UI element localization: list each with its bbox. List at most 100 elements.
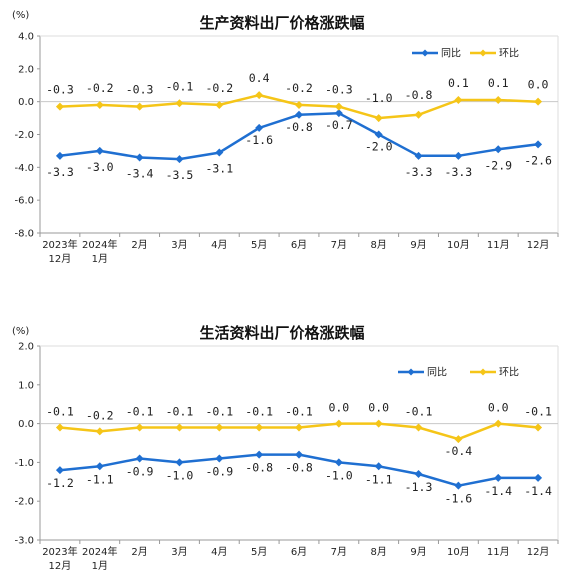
data-point-yoy — [255, 450, 264, 459]
data-label-yoy: -0.9 — [126, 465, 154, 479]
x-tick-label: 8月 — [371, 239, 387, 251]
data-point-mom — [374, 419, 383, 428]
y-tick-label: 0.0 — [18, 97, 34, 108]
data-label-mom: 0.1 — [448, 76, 469, 90]
data-point-yoy — [454, 151, 463, 160]
data-point-mom — [454, 435, 463, 444]
data-label-mom: -0.8 — [405, 88, 433, 102]
data-label-mom: -0.2 — [285, 81, 313, 95]
x-tick-label: 12月 — [49, 560, 72, 572]
data-label-mom: 0.0 — [368, 401, 389, 415]
x-tick-label: 12月 — [527, 546, 550, 558]
legend-label-yoy: 同比 — [427, 367, 447, 379]
data-point-mom — [374, 114, 383, 123]
legend-label-yoy: 同比 — [441, 48, 461, 60]
data-point-mom — [295, 100, 303, 109]
data-label-mom: -0.1 — [166, 79, 194, 93]
data-label-yoy: -0.8 — [245, 461, 273, 475]
x-tick-label: 10月 — [447, 239, 470, 251]
x-tick-label: 5月 — [251, 239, 267, 251]
data-label-mom: -0.2 — [86, 81, 114, 95]
data-label-yoy: -1.4 — [484, 484, 512, 498]
y-tick-label: -8.0 — [14, 229, 34, 240]
data-label-mom: -0.2 — [86, 408, 114, 422]
data-label-mom: 0.0 — [328, 401, 349, 415]
data-point-mom — [295, 423, 303, 432]
data-label-yoy: -1.1 — [365, 472, 393, 486]
data-point-yoy — [414, 470, 423, 479]
data-point-yoy — [295, 450, 303, 459]
chart-consumer-goods: (%) 生活资料出厂价格涨跌幅 -3.0 -2.0 -1.0 0.0 1.0 2.0 202… — [12, 324, 559, 572]
x-tick-label: 3月 — [171, 239, 187, 251]
x-tick-label: 8月 — [371, 546, 387, 558]
data-label-mom: -0.3 — [325, 83, 353, 97]
x-tick-label: 9月 — [410, 546, 426, 558]
x-tick-label: 12月 — [49, 253, 72, 265]
y-tick-label: -2.0 — [14, 130, 34, 141]
legend-marker-mom — [479, 368, 487, 376]
data-point-yoy — [295, 110, 303, 119]
legend-marker-yoy — [407, 368, 415, 376]
y-tick-label: -2.0 — [14, 497, 34, 508]
data-label-mom: -0.1 — [126, 404, 154, 418]
data-label-yoy: -3.4 — [126, 166, 154, 180]
data-label-mom: 0.4 — [249, 71, 270, 85]
data-label-yoy: -2.0 — [365, 140, 393, 154]
x-tick-label: 2023年 — [42, 545, 77, 558]
chart-1-title: 生产资料出厂价格涨跌幅 — [199, 14, 364, 32]
data-point-mom — [494, 419, 503, 428]
data-point-yoy — [175, 155, 184, 164]
data-label-yoy: -1.6 — [245, 133, 273, 147]
data-label-yoy: -3.3 — [405, 165, 433, 179]
data-point-mom — [55, 423, 64, 432]
data-label-mom: -0.1 — [205, 404, 233, 418]
legend-label-mom: 环比 — [499, 48, 519, 60]
x-tick-label: 11月 — [487, 546, 510, 558]
data-label-mom: -0.2 — [205, 81, 233, 95]
data-label-yoy: -1.0 — [166, 468, 194, 482]
data-label-mom: 0.0 — [488, 401, 509, 415]
chart-producer-goods: (%) 生产资料出厂价格涨跌幅 -8.0 -6.0 -4.0 -2.0 0.0 2.0 4.… — [12, 10, 559, 265]
y-tick-label: 2.0 — [18, 342, 34, 353]
data-point-yoy — [95, 146, 104, 155]
y-tick-label: 0.0 — [18, 419, 34, 430]
data-point-mom — [534, 97, 543, 106]
data-point-yoy — [135, 454, 144, 463]
data-label-mom: -0.1 — [46, 404, 74, 418]
y-tick-label: 1.0 — [18, 380, 34, 391]
data-label-mom: -0.1 — [405, 404, 433, 418]
x-tick-label: 7月 — [331, 239, 347, 251]
y-tick-label: -3.0 — [14, 536, 34, 547]
x-tick-label: 4月 — [211, 239, 227, 251]
data-label-yoy: -1.2 — [46, 476, 74, 490]
y-tick-label: 2.0 — [18, 64, 34, 75]
data-point-yoy — [175, 458, 184, 467]
data-point-yoy — [534, 473, 543, 482]
x-tick-label: 2023年 — [42, 238, 77, 251]
x-tick-label: 6月 — [291, 546, 307, 558]
data-point-yoy — [374, 130, 383, 139]
data-label-yoy: -2.6 — [524, 153, 552, 167]
data-point-mom — [414, 110, 423, 119]
data-point-yoy — [494, 145, 503, 154]
data-label-mom: 0.1 — [488, 76, 509, 90]
data-point-yoy — [55, 151, 64, 160]
x-tick-label: 4月 — [211, 546, 227, 558]
data-point-yoy — [414, 151, 423, 160]
data-label-yoy: -0.7 — [325, 118, 353, 132]
y-tick-label: -1.0 — [14, 458, 34, 469]
data-label-yoy: -1.0 — [325, 468, 353, 482]
y-tick-label: -4.0 — [14, 163, 34, 174]
data-point-mom — [334, 419, 343, 428]
data-label-mom: -0.4 — [445, 444, 473, 458]
x-tick-label: 10月 — [447, 546, 470, 558]
data-point-mom — [175, 99, 184, 108]
x-tick-label: 1月 — [92, 560, 108, 572]
data-point-mom — [494, 96, 503, 105]
chart-2-title: 生活资料出厂价格涨跌幅 — [199, 324, 364, 342]
data-label-yoy: -3.3 — [46, 165, 74, 179]
data-point-mom — [534, 423, 543, 432]
data-label-mom: -0.1 — [245, 404, 273, 418]
x-tick-label: 1月 — [92, 253, 108, 265]
data-point-yoy — [55, 466, 64, 475]
